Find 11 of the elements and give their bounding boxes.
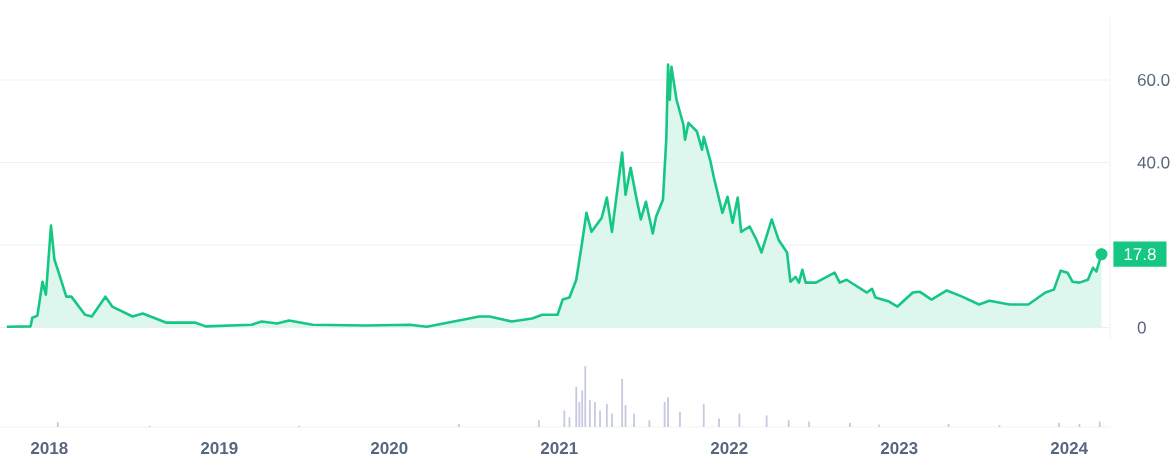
y-tick-label: 60.0 — [1137, 73, 1170, 86]
y-tick-label: 40.0 — [1137, 156, 1170, 169]
annotation: 17.8 — [1124, 248, 1156, 261]
x-tick-label: 2021 — [540, 442, 578, 455]
x-tick-label: 2022 — [710, 442, 748, 455]
x-tick-label: 2024 — [1050, 442, 1089, 455]
x-tick-label: 2023 — [880, 442, 918, 455]
x-tick-label: 2019 — [200, 442, 238, 455]
y-tick-label: 0 — [1137, 321, 1146, 334]
x-tick-label: 2018 — [30, 442, 68, 455]
x-tick-label: 2020 — [370, 442, 408, 455]
